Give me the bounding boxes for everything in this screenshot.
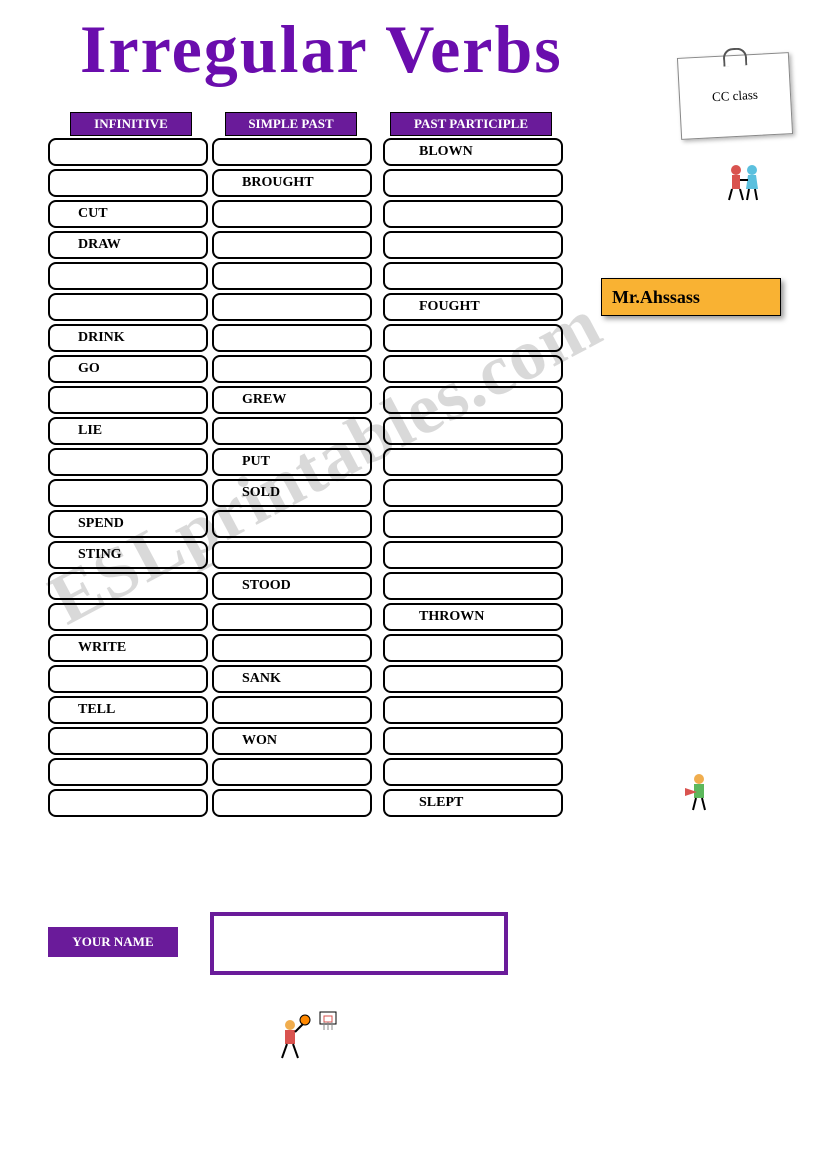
kids-icon — [722, 160, 766, 214]
verb-cell[interactable] — [212, 634, 372, 662]
verb-cell[interactable]: THROWN — [383, 603, 563, 631]
verb-cell[interactable]: BLOWN — [383, 138, 563, 166]
verb-cell[interactable] — [383, 262, 563, 290]
verb-cell[interactable] — [48, 789, 208, 817]
verb-cell[interactable] — [383, 479, 563, 507]
verb-cell[interactable]: WRITE — [48, 634, 208, 662]
verb-cell[interactable] — [212, 789, 372, 817]
verb-cell[interactable] — [48, 293, 208, 321]
verb-cell[interactable]: CUT — [48, 200, 208, 228]
verb-cell[interactable] — [383, 634, 563, 662]
verb-cell[interactable] — [48, 758, 208, 786]
verb-cell[interactable]: PUT — [212, 448, 372, 476]
verb-cell[interactable] — [48, 386, 208, 414]
verb-cell[interactable]: GREW — [212, 386, 372, 414]
verb-cell[interactable] — [212, 510, 372, 538]
header-simple-past: SIMPLE PAST — [225, 112, 357, 136]
verb-cell[interactable] — [48, 169, 208, 197]
verb-cell[interactable]: SOLD — [212, 479, 372, 507]
verb-cell[interactable] — [383, 758, 563, 786]
verb-cell[interactable] — [212, 324, 372, 352]
class-note: CC class — [677, 52, 793, 140]
teacher-label: Mr.Ahssass — [601, 278, 781, 316]
verb-cell[interactable]: BROUGHT — [212, 169, 372, 197]
your-name-input[interactable] — [210, 912, 508, 975]
verb-cell[interactable] — [212, 355, 372, 383]
verb-cell[interactable]: FOUGHT — [383, 293, 563, 321]
verb-cell[interactable] — [383, 448, 563, 476]
verb-cell[interactable] — [212, 138, 372, 166]
verb-cell[interactable] — [212, 758, 372, 786]
verb-cell[interactable]: TELL — [48, 696, 208, 724]
verb-cell[interactable] — [383, 355, 563, 383]
verb-cell[interactable] — [48, 665, 208, 693]
verb-cell[interactable] — [383, 386, 563, 414]
verb-cell[interactable] — [48, 448, 208, 476]
verb-cell[interactable] — [212, 200, 372, 228]
verb-cell[interactable]: SPEND — [48, 510, 208, 538]
verb-cell[interactable] — [383, 572, 563, 600]
verb-cell[interactable] — [212, 231, 372, 259]
verb-cell[interactable] — [48, 603, 208, 631]
verb-cell[interactable] — [48, 138, 208, 166]
verb-cell[interactable] — [383, 665, 563, 693]
verb-cell[interactable] — [383, 324, 563, 352]
header-infinitive: INFINITIVE — [70, 112, 192, 136]
verb-cell[interactable] — [383, 169, 563, 197]
verb-cell[interactable] — [383, 417, 563, 445]
basketball-icon — [270, 1010, 340, 1080]
verb-cell[interactable]: SLEPT — [383, 789, 563, 817]
verb-cell[interactable] — [212, 293, 372, 321]
verb-cell[interactable]: LIE — [48, 417, 208, 445]
verb-cell[interactable] — [212, 541, 372, 569]
verb-cell[interactable] — [383, 727, 563, 755]
verb-cell[interactable] — [48, 572, 208, 600]
verb-cell[interactable] — [212, 603, 372, 631]
verb-cell[interactable]: SANK — [212, 665, 372, 693]
page-title: Irregular Verbs — [80, 10, 563, 89]
verb-cell[interactable] — [212, 696, 372, 724]
verb-cell[interactable]: GO — [48, 355, 208, 383]
verb-cell[interactable] — [383, 510, 563, 538]
verb-cell[interactable] — [212, 262, 372, 290]
verb-cell[interactable]: STOOD — [212, 572, 372, 600]
verb-cell[interactable] — [212, 417, 372, 445]
reading-icon — [677, 770, 721, 824]
verb-cell[interactable] — [383, 696, 563, 724]
verb-cell[interactable]: STING — [48, 541, 208, 569]
your-name-label: YOUR NAME — [48, 927, 178, 957]
verb-cell[interactable] — [383, 231, 563, 259]
verb-cell[interactable]: WON — [212, 727, 372, 755]
verb-cell[interactable]: DRAW — [48, 231, 208, 259]
verb-cell[interactable] — [48, 262, 208, 290]
verb-cell[interactable] — [383, 200, 563, 228]
verb-cell[interactable] — [383, 541, 563, 569]
verb-cell[interactable] — [48, 479, 208, 507]
teacher-name: Mr.Ahssass — [612, 287, 700, 308]
header-past-participle: PAST PARTICIPLE — [390, 112, 552, 136]
class-note-text: CC class — [712, 87, 759, 105]
verb-cell[interactable]: DRINK — [48, 324, 208, 352]
verb-cell[interactable] — [48, 727, 208, 755]
